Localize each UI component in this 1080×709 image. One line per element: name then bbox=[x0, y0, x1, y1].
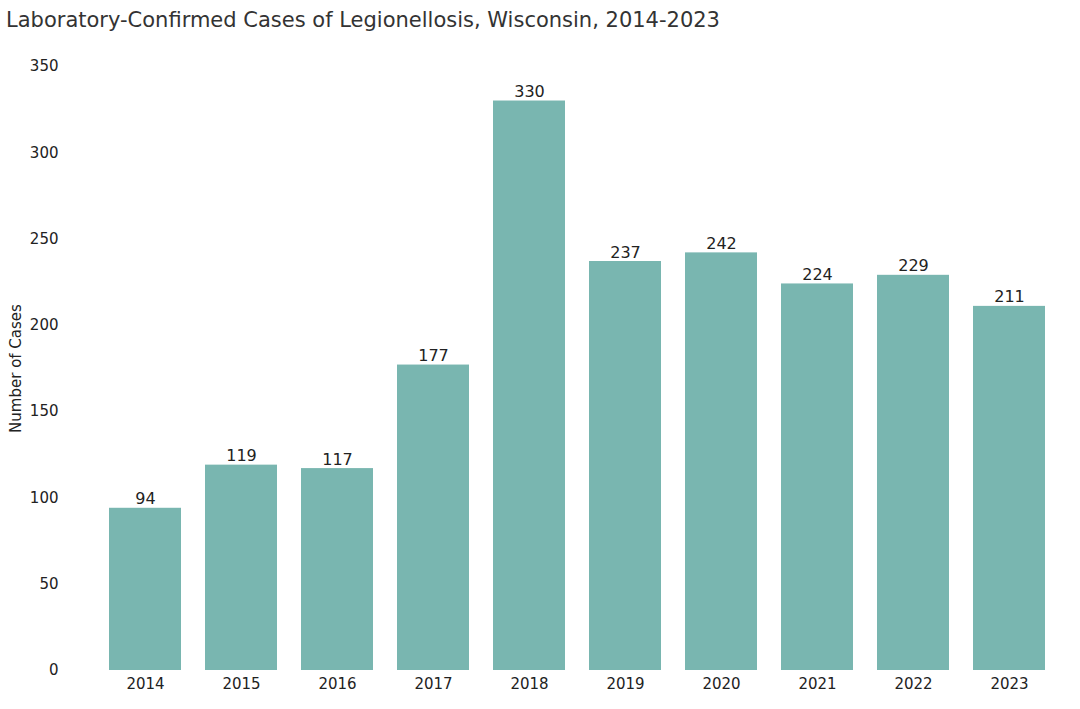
svg-text:Number of Cases: Number of Cases bbox=[7, 304, 25, 433]
svg-text:2021: 2021 bbox=[798, 675, 836, 693]
svg-text:117: 117 bbox=[322, 450, 353, 469]
html-text:Laboratory-Confirmed Cases of: Laboratory-Confirmed Cases of Legionello… bbox=[6, 8, 720, 32]
svg-text:350: 350 bbox=[30, 57, 59, 75]
svg-text:50: 50 bbox=[39, 575, 58, 593]
svg-text:0: 0 bbox=[49, 661, 59, 679]
svg-text:2016: 2016 bbox=[318, 675, 356, 693]
svg-text:94: 94 bbox=[135, 489, 155, 508]
svg-text:2023: 2023 bbox=[990, 675, 1028, 693]
svg-text:224: 224 bbox=[802, 265, 833, 284]
svg-text:2022: 2022 bbox=[894, 675, 932, 693]
svg-text:177: 177 bbox=[418, 346, 449, 365]
svg-text:150: 150 bbox=[30, 402, 59, 420]
svg-text:237: 237 bbox=[610, 243, 641, 262]
svg-text:100: 100 bbox=[30, 489, 59, 507]
svg-text:229: 229 bbox=[898, 256, 929, 275]
svg-text:250: 250 bbox=[30, 230, 59, 248]
svg-text:119: 119 bbox=[226, 446, 257, 465]
svg-text:2019: 2019 bbox=[606, 675, 644, 693]
svg-text:211: 211 bbox=[994, 287, 1025, 306]
svg-text:242: 242 bbox=[706, 234, 737, 253]
svg-text:2020: 2020 bbox=[702, 675, 740, 693]
svg-text:200: 200 bbox=[30, 316, 59, 334]
svg-text:330: 330 bbox=[514, 82, 545, 101]
svg-text:300: 300 bbox=[30, 144, 59, 162]
svg-text:2017: 2017 bbox=[414, 675, 452, 693]
svg-text:2014: 2014 bbox=[126, 675, 164, 693]
svg-text:2015: 2015 bbox=[222, 675, 260, 693]
svg-text:2018: 2018 bbox=[510, 675, 548, 693]
